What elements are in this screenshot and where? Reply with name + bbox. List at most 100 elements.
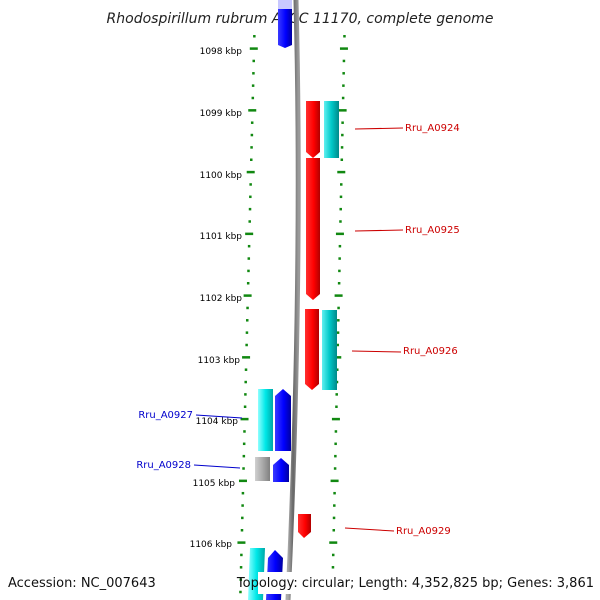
minor-tick — [244, 393, 247, 396]
major-tick — [338, 109, 347, 112]
minor-tick — [333, 504, 336, 507]
minor-tick — [250, 146, 253, 149]
minor-tick — [239, 566, 243, 569]
minor-tick — [240, 553, 243, 557]
minor-tick — [342, 84, 345, 87]
minor-tick — [332, 529, 336, 532]
gene-label-forward[interactable]: Rru_A0925 — [405, 225, 460, 236]
kbp-label: 1101 kbp — [200, 232, 243, 242]
major-tick — [238, 479, 247, 483]
minor-tick — [239, 590, 242, 594]
major-tick — [337, 170, 346, 174]
minor-tick — [241, 491, 245, 495]
minor-tick — [245, 331, 249, 334]
gene-forward[interactable] — [306, 158, 320, 300]
kbp-label: 1103 kbp — [198, 356, 241, 366]
topology-summary: Topology: circular; Length: 4,352,825 bp… — [236, 576, 594, 591]
minor-tick — [341, 133, 344, 137]
minor-tick — [333, 491, 336, 495]
gene-forward[interactable] — [298, 514, 311, 538]
major-tick — [339, 47, 348, 50]
minor-tick — [338, 269, 341, 273]
gene-reverse[interactable] — [273, 458, 289, 482]
minor-tick — [243, 430, 246, 433]
minor-tick — [337, 319, 340, 322]
gene-label-forward[interactable]: Rru_A0924 — [405, 123, 460, 134]
minor-tick — [250, 121, 254, 124]
minor-tick — [341, 96, 345, 100]
gene-label-forward[interactable]: Rru_A0929 — [396, 526, 451, 537]
gene-label-forward[interactable]: Rru_A0926 — [403, 346, 458, 357]
gene-forward[interactable] — [305, 309, 319, 390]
minor-tick — [339, 220, 342, 223]
minor-tick — [342, 72, 345, 75]
minor-tick — [251, 84, 255, 87]
minor-tick — [246, 282, 250, 285]
minor-tick — [340, 183, 343, 186]
gene-pseudo[interactable] — [255, 457, 270, 481]
minor-tick — [341, 121, 344, 124]
gene-label-reverse[interactable]: Rru_A0928 — [136, 460, 191, 471]
major-tick — [248, 109, 257, 112]
kbp-label: 1106 kbp — [190, 540, 233, 550]
kbp-label: 1105 kbp — [193, 479, 236, 489]
minor-tick — [251, 96, 255, 100]
kbp-label: 1104 kbp — [196, 417, 239, 427]
gene-feature-forward[interactable] — [322, 310, 337, 390]
major-tick — [334, 294, 343, 297]
minor-tick — [246, 306, 249, 310]
minor-tick — [242, 442, 246, 446]
minor-tick — [248, 220, 251, 223]
minor-tick — [335, 405, 338, 408]
minor-tick — [338, 244, 342, 248]
minor-tick — [247, 269, 250, 273]
footer-summary-bg — [258, 572, 600, 594]
minor-tick — [241, 516, 244, 520]
minor-tick — [335, 368, 339, 371]
minor-tick — [340, 158, 344, 161]
minor-tick — [250, 158, 253, 161]
gene-feature-reverse[interactable] — [278, 0, 292, 9]
minor-tick — [339, 195, 343, 199]
kbp-label: 1098 kbp — [200, 47, 243, 57]
minor-tick — [338, 257, 341, 260]
minor-tick — [343, 35, 346, 38]
gene-reverse[interactable] — [275, 389, 291, 451]
minor-tick — [333, 467, 337, 470]
minor-tick — [249, 183, 252, 186]
major-tick — [243, 294, 252, 297]
major-tick — [331, 417, 340, 421]
major-tick — [245, 232, 254, 236]
minor-tick — [332, 516, 336, 520]
major-tick — [246, 170, 255, 174]
minor-tick — [336, 331, 340, 334]
gene-reverse[interactable] — [278, 0, 292, 48]
minor-tick — [250, 133, 254, 137]
genome-backbone — [285, 0, 301, 600]
label-leaders — [193, 127, 404, 532]
minor-tick — [340, 146, 344, 149]
major-tick — [335, 232, 344, 236]
gene-feature-forward[interactable] — [324, 101, 339, 158]
minor-tick — [245, 319, 249, 322]
kbp-label: 1099 kbp — [200, 109, 243, 119]
tick-marks — [237, 35, 348, 594]
gene-feature-reverse[interactable] — [258, 389, 273, 451]
major-tick — [329, 541, 338, 544]
minor-tick — [331, 566, 335, 569]
minor-tick — [334, 442, 337, 446]
minor-tick — [252, 72, 255, 75]
minor-tick — [247, 257, 251, 260]
minor-tick — [243, 405, 247, 408]
gene-forward[interactable] — [306, 101, 320, 158]
accession-text: Accession: NC_007643 — [8, 576, 156, 591]
kbp-scale: 1098 kbp 1099 kbp 1100 kbp 1101 kbp 1102… — [190, 47, 243, 550]
gene-label-reverse[interactable]: Rru_A0927 — [138, 410, 193, 421]
kbp-label: 1102 kbp — [200, 294, 243, 304]
minor-tick — [248, 207, 252, 211]
minor-tick — [342, 59, 346, 63]
minor-tick — [240, 529, 244, 532]
major-tick — [240, 417, 249, 421]
minor-tick — [337, 306, 340, 310]
